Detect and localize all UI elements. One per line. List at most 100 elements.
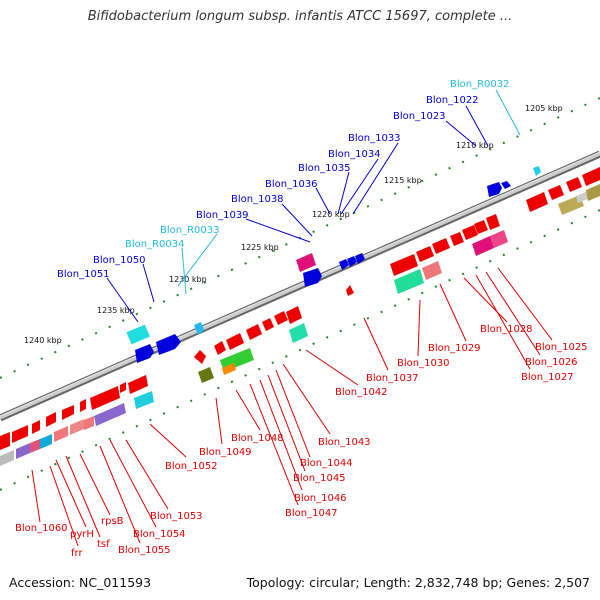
feature-box <box>222 363 236 375</box>
feature-box <box>134 391 154 409</box>
feature-arrow <box>274 311 288 325</box>
feature-arrow <box>156 334 181 355</box>
gene-label-forward: Blon_1035 <box>298 163 351 174</box>
feature-box <box>126 324 150 345</box>
feature-box <box>586 184 600 201</box>
gene-label-reverse: pyrH <box>70 529 94 540</box>
feature-arrow <box>0 432 10 450</box>
gene-label-reverse: Blon_1055 <box>118 545 171 556</box>
feature-arrow <box>501 181 511 189</box>
feature-arrow <box>62 405 74 420</box>
feature-arrow <box>194 322 204 335</box>
gene-label-reverse: Blon_1049 <box>199 447 252 458</box>
kbp-label: 1225 kbp <box>241 243 279 252</box>
feature-arrow <box>246 324 262 340</box>
feature-box <box>296 253 316 272</box>
feature-arrow <box>432 238 450 254</box>
feature-box <box>16 443 30 459</box>
genome-backbone <box>0 150 600 422</box>
feature-box <box>70 419 84 435</box>
feature-arrow <box>226 333 244 350</box>
feature-box <box>198 367 214 383</box>
gene-label-reverse: Blon_1046 <box>294 493 347 504</box>
feature-box <box>490 230 508 248</box>
feature-arrow <box>548 185 564 200</box>
gene-label-forward: Blon_1050 <box>93 255 146 266</box>
gene-label-reverse: Blon_1044 <box>300 458 353 469</box>
feature-arrow <box>355 253 365 264</box>
gene-label-reverse: Blon_1026 <box>525 357 578 368</box>
feature-box <box>394 269 424 294</box>
gene-label-forward: Blon_1023 <box>393 111 446 122</box>
feature-arrow <box>533 166 541 176</box>
gene-label-forward: Blon_1039 <box>196 210 249 221</box>
kbp-label: 1230 kbp <box>169 275 207 284</box>
feature-box <box>84 416 94 430</box>
gene-label-reverse: Blon_1060 <box>15 523 68 534</box>
kbp-label: 1220 kbp <box>312 210 350 219</box>
reverse-features <box>0 167 600 466</box>
gene-label-forward: Blon_1051 <box>57 269 110 280</box>
gene-label-reverse: Blon_1028 <box>480 324 533 335</box>
feature-box <box>30 439 40 453</box>
feature-arrow <box>303 268 322 287</box>
accession-text: Accession: NC_011593 <box>9 575 152 590</box>
feature-arrow <box>339 259 349 270</box>
gene-label-reverse: Blon_1047 <box>285 508 338 519</box>
feature-arrow <box>526 192 548 212</box>
forward-features <box>126 166 541 363</box>
gene-label-forward: Blon_1034 <box>328 149 381 160</box>
feature-arrow <box>286 306 302 324</box>
gene-label-reverse: Blon_1029 <box>428 343 481 354</box>
feature-box <box>576 191 590 203</box>
feature-box <box>289 323 308 343</box>
gene-label-reverse: Blon_1052 <box>165 461 218 472</box>
feature-arrow <box>487 182 502 197</box>
reverse-leaders <box>31 267 553 547</box>
feature-arrow <box>128 375 148 394</box>
feature-arrow <box>346 285 354 296</box>
gene-label-forward: Blon_R0034 <box>125 239 185 250</box>
gene-label-reverse: Blon_1025 <box>535 342 588 353</box>
gene-label-reverse: Blon_1027 <box>521 372 574 383</box>
genome-summary-text: Topology: circular; Length: 2,832,748 bp… <box>246 575 590 590</box>
gene-label-forward: Blon_1038 <box>231 194 284 205</box>
gene-label-reverse: Blon_1048 <box>231 433 284 444</box>
gene-label-reverse: Blon_1043 <box>318 437 371 448</box>
feature-arrow <box>347 256 357 267</box>
gene-label-forward: Blon_1036 <box>265 179 318 190</box>
feature-arrow <box>262 318 274 331</box>
feature-arrow <box>462 225 478 240</box>
feature-arrow <box>194 350 206 364</box>
kbp-label: 1240 kbp <box>24 336 62 345</box>
gene-label-reverse: Blon_1030 <box>397 358 450 369</box>
gene-label-forward: Blon_1022 <box>426 95 479 106</box>
gene-label-forward: Blon_R0033 <box>160 225 220 236</box>
feature-arrow <box>32 420 40 434</box>
forward-labels: Blon_R0032 Blon_1022 Blon_1023 Blon_1033… <box>57 79 510 280</box>
kbp-label: 1235 kbp <box>97 306 135 315</box>
gene-label-reverse: tsf <box>97 539 110 550</box>
feature-arrow <box>390 254 418 276</box>
gene-label-forward: Blon_1033 <box>348 133 401 144</box>
feature-arrow <box>12 425 28 443</box>
gene-label-reverse: Blon_1045 <box>293 473 346 484</box>
feature-arrow <box>450 232 464 246</box>
feature-box <box>0 450 14 466</box>
feature-arrow <box>582 167 600 186</box>
feature-box <box>40 434 52 449</box>
feature-arrow <box>80 399 86 412</box>
gene-label-reverse: Blon_1037 <box>366 373 419 384</box>
feature-arrow <box>474 220 488 234</box>
feature-arrow <box>120 382 126 393</box>
reverse-labels: Blon_1025 Blon_1026 Blon_1027 Blon_1028 … <box>15 324 588 559</box>
map-title: Bifidobacterium longum subsp. infantis A… <box>87 9 513 24</box>
gene-label-reverse: Blon_1053 <box>150 511 203 522</box>
feature-arrow <box>486 214 500 230</box>
feature-box <box>54 426 68 442</box>
forward-leaders <box>106 89 521 323</box>
gene-label-reverse: Blon_1054 <box>133 529 186 540</box>
feature-arrow <box>90 386 120 410</box>
gene-label-forward: Blon_R0032 <box>450 79 510 90</box>
